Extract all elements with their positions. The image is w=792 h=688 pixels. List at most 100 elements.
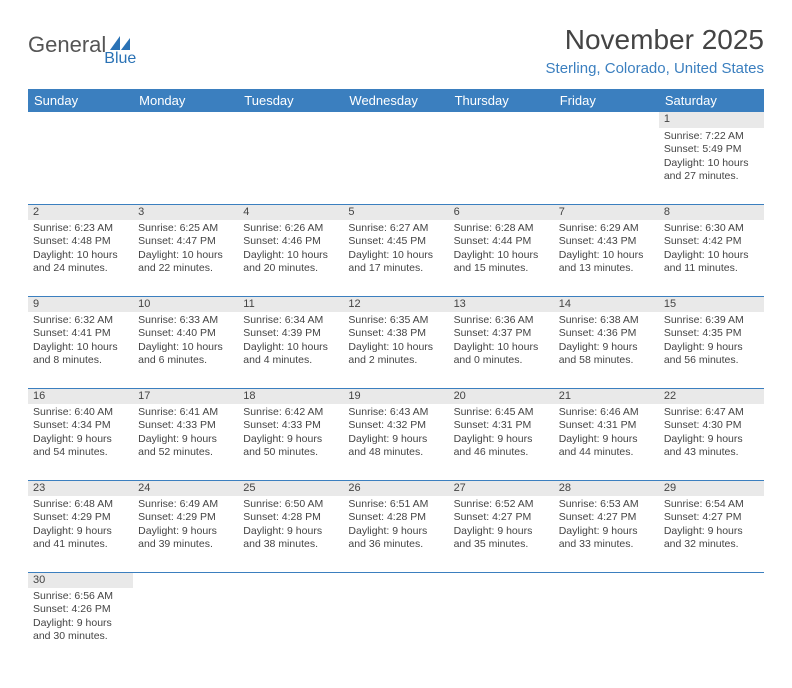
daylight-text: Daylight: 10 hours and 20 minutes. bbox=[243, 249, 338, 276]
day-number-cell: 15 bbox=[659, 296, 764, 312]
logo: General Blue bbox=[28, 24, 166, 58]
daylight-text: Daylight: 9 hours and 52 minutes. bbox=[138, 433, 233, 460]
daylight-text: Daylight: 9 hours and 39 minutes. bbox=[138, 525, 233, 552]
day-cell-content: Sunrise: 6:56 AMSunset: 4:26 PMDaylight:… bbox=[28, 588, 133, 647]
sunset-text: Sunset: 4:40 PM bbox=[138, 327, 233, 340]
day-cell bbox=[238, 128, 343, 204]
day-cell bbox=[449, 128, 554, 204]
day-number-cell: 19 bbox=[343, 388, 448, 404]
sunrise-text: Sunrise: 6:39 AM bbox=[664, 314, 759, 327]
day-cell-content: Sunrise: 6:51 AMSunset: 4:28 PMDaylight:… bbox=[343, 496, 448, 555]
day-content-row: Sunrise: 6:48 AMSunset: 4:29 PMDaylight:… bbox=[28, 496, 764, 572]
day-number-cell: 26 bbox=[343, 480, 448, 496]
sunset-text: Sunset: 4:34 PM bbox=[33, 419, 128, 432]
daylight-text: Daylight: 10 hours and 4 minutes. bbox=[243, 341, 338, 368]
sunset-text: Sunset: 4:42 PM bbox=[664, 235, 759, 248]
day-cell-content: Sunrise: 6:32 AMSunset: 4:41 PMDaylight:… bbox=[28, 312, 133, 371]
sunrise-text: Sunrise: 6:35 AM bbox=[348, 314, 443, 327]
sunset-text: Sunset: 4:32 PM bbox=[348, 419, 443, 432]
sunrise-text: Sunrise: 6:26 AM bbox=[243, 222, 338, 235]
day-number-cell: 9 bbox=[28, 296, 133, 312]
day-cell: Sunrise: 6:33 AMSunset: 4:40 PMDaylight:… bbox=[133, 312, 238, 388]
sunset-text: Sunset: 4:27 PM bbox=[454, 511, 549, 524]
day-content-row: Sunrise: 6:40 AMSunset: 4:34 PM Daylight:… bbox=[28, 404, 764, 480]
day-cell-content: Sunrise: 6:43 AMSunset: 4:32 PMDaylight:… bbox=[343, 404, 448, 463]
sunrise-text: Sunrise: 6:33 AM bbox=[138, 314, 233, 327]
day-number-cell bbox=[449, 112, 554, 128]
sunset-text: Sunset: 4:48 PM bbox=[33, 235, 128, 248]
day-cell-content: Sunrise: 6:53 AMSunset: 4:27 PMDaylight:… bbox=[554, 496, 659, 555]
daylight-text: Daylight: 10 hours and 17 minutes. bbox=[348, 249, 443, 276]
day-cell bbox=[133, 128, 238, 204]
sunrise-text: Sunrise: 6:42 AM bbox=[243, 406, 338, 419]
daylight-text: Daylight: 10 hours and 11 minutes. bbox=[664, 249, 759, 276]
day-number-cell: 30 bbox=[28, 572, 133, 588]
sunrise-text: Sunrise: 6:32 AM bbox=[33, 314, 128, 327]
day-number-cell: 4 bbox=[238, 204, 343, 220]
day-cell: Sunrise: 6:25 AMSunset: 4:47 PMDaylight:… bbox=[133, 220, 238, 296]
sunrise-text: Sunrise: 7:22 AM bbox=[664, 130, 759, 143]
day-number-row: 16171819202122 bbox=[28, 388, 764, 404]
day-number-cell: 11 bbox=[238, 296, 343, 312]
day-number-cell bbox=[343, 572, 448, 588]
day-number-cell: 22 bbox=[659, 388, 764, 404]
sunrise-text: Sunrise: 6:30 AM bbox=[664, 222, 759, 235]
daylight-text: Daylight: 9 hours and 32 minutes. bbox=[664, 525, 759, 552]
daylight-text: Daylight: 9 hours and 35 minutes. bbox=[454, 525, 549, 552]
sunset-text: Sunset: 4:27 PM bbox=[559, 511, 654, 524]
day-cell: Sunrise: 6:54 AMSunset: 4:27 PMDaylight:… bbox=[659, 496, 764, 572]
weekday-header: Wednesday bbox=[343, 89, 448, 112]
daylight-text: Daylight: 10 hours and 22 minutes. bbox=[138, 249, 233, 276]
daylight-text: Daylight: 10 hours and 6 minutes. bbox=[138, 341, 233, 368]
sunset-text: Sunset: 4:29 PM bbox=[33, 511, 128, 524]
daylight-text: Daylight: 10 hours and 13 minutes. bbox=[559, 249, 654, 276]
day-number-row: 9101112131415 bbox=[28, 296, 764, 312]
day-number-row: 1 bbox=[28, 112, 764, 128]
sunrise-text: Sunrise: 6:50 AM bbox=[243, 498, 338, 511]
logo-text-general: General bbox=[28, 32, 106, 58]
day-cell: Sunrise: 6:43 AMSunset: 4:32 PMDaylight:… bbox=[343, 404, 448, 480]
day-number-cell: 5 bbox=[343, 204, 448, 220]
sunrise-text: Sunrise: 6:51 AM bbox=[348, 498, 443, 511]
day-cell-content: Sunrise: 6:45 AMSunset: 4:31 PMDaylight:… bbox=[449, 404, 554, 463]
weekday-header: Thursday bbox=[449, 89, 554, 112]
sunrise-text: Sunrise: 6:43 AM bbox=[348, 406, 443, 419]
daylight-text: Daylight: 9 hours and 36 minutes. bbox=[348, 525, 443, 552]
sunset-text: Sunset: 4:44 PM bbox=[454, 235, 549, 248]
sunrise-text: Sunrise: 6:29 AM bbox=[559, 222, 654, 235]
month-title: November 2025 bbox=[546, 24, 764, 56]
day-cell: Sunrise: 6:38 AMSunset: 4:36 PMDaylight:… bbox=[554, 312, 659, 388]
daylight-text: Daylight: 9 hours and 33 minutes. bbox=[559, 525, 654, 552]
sunrise-text: Sunrise: 6:49 AM bbox=[138, 498, 233, 511]
day-number-cell bbox=[659, 572, 764, 588]
sunrise-text: Sunrise: 6:36 AM bbox=[454, 314, 549, 327]
weekday-header: Friday bbox=[554, 89, 659, 112]
day-number-cell bbox=[238, 572, 343, 588]
sunrise-text: Sunrise: 6:45 AM bbox=[454, 406, 549, 419]
day-cell-content: Sunrise: 6:48 AMSunset: 4:29 PMDaylight:… bbox=[28, 496, 133, 555]
day-content-row: Sunrise: 6:23 AMSunset: 4:48 PMDaylight:… bbox=[28, 220, 764, 296]
day-number-cell: 20 bbox=[449, 388, 554, 404]
day-number-cell bbox=[554, 572, 659, 588]
sunset-text: Sunset: 4:46 PM bbox=[243, 235, 338, 248]
sunset-text: Sunset: 4:45 PM bbox=[348, 235, 443, 248]
sunset-text: Sunset: 4:28 PM bbox=[243, 511, 338, 524]
day-number-cell: 13 bbox=[449, 296, 554, 312]
day-cell: Sunrise: 6:35 AMSunset: 4:38 PMDaylight:… bbox=[343, 312, 448, 388]
day-cell bbox=[28, 128, 133, 204]
sunrise-text: Sunrise: 6:54 AM bbox=[664, 498, 759, 511]
day-cell: Sunrise: 6:51 AMSunset: 4:28 PMDaylight:… bbox=[343, 496, 448, 572]
daylight-text: Daylight: 9 hours and 43 minutes. bbox=[664, 433, 759, 460]
day-cell: Sunrise: 6:52 AMSunset: 4:27 PMDaylight:… bbox=[449, 496, 554, 572]
day-cell bbox=[343, 588, 448, 664]
sunrise-text: Sunrise: 6:41 AM bbox=[138, 406, 233, 419]
sunrise-text: Sunrise: 6:40 AM bbox=[33, 406, 128, 419]
day-cell-content: Sunrise: 6:54 AMSunset: 4:27 PMDaylight:… bbox=[659, 496, 764, 555]
day-cell: Sunrise: 6:28 AMSunset: 4:44 PMDaylight:… bbox=[449, 220, 554, 296]
sunrise-text: Sunrise: 6:38 AM bbox=[559, 314, 654, 327]
day-number-cell: 28 bbox=[554, 480, 659, 496]
daylight-text: Daylight: 9 hours and 44 minutes. bbox=[559, 433, 654, 460]
sunset-text: Sunset: 4:35 PM bbox=[664, 327, 759, 340]
day-number-cell: 7 bbox=[554, 204, 659, 220]
day-cell-content: Sunrise: 6:40 AMSunset: 4:34 PMDaylight:… bbox=[28, 404, 133, 463]
